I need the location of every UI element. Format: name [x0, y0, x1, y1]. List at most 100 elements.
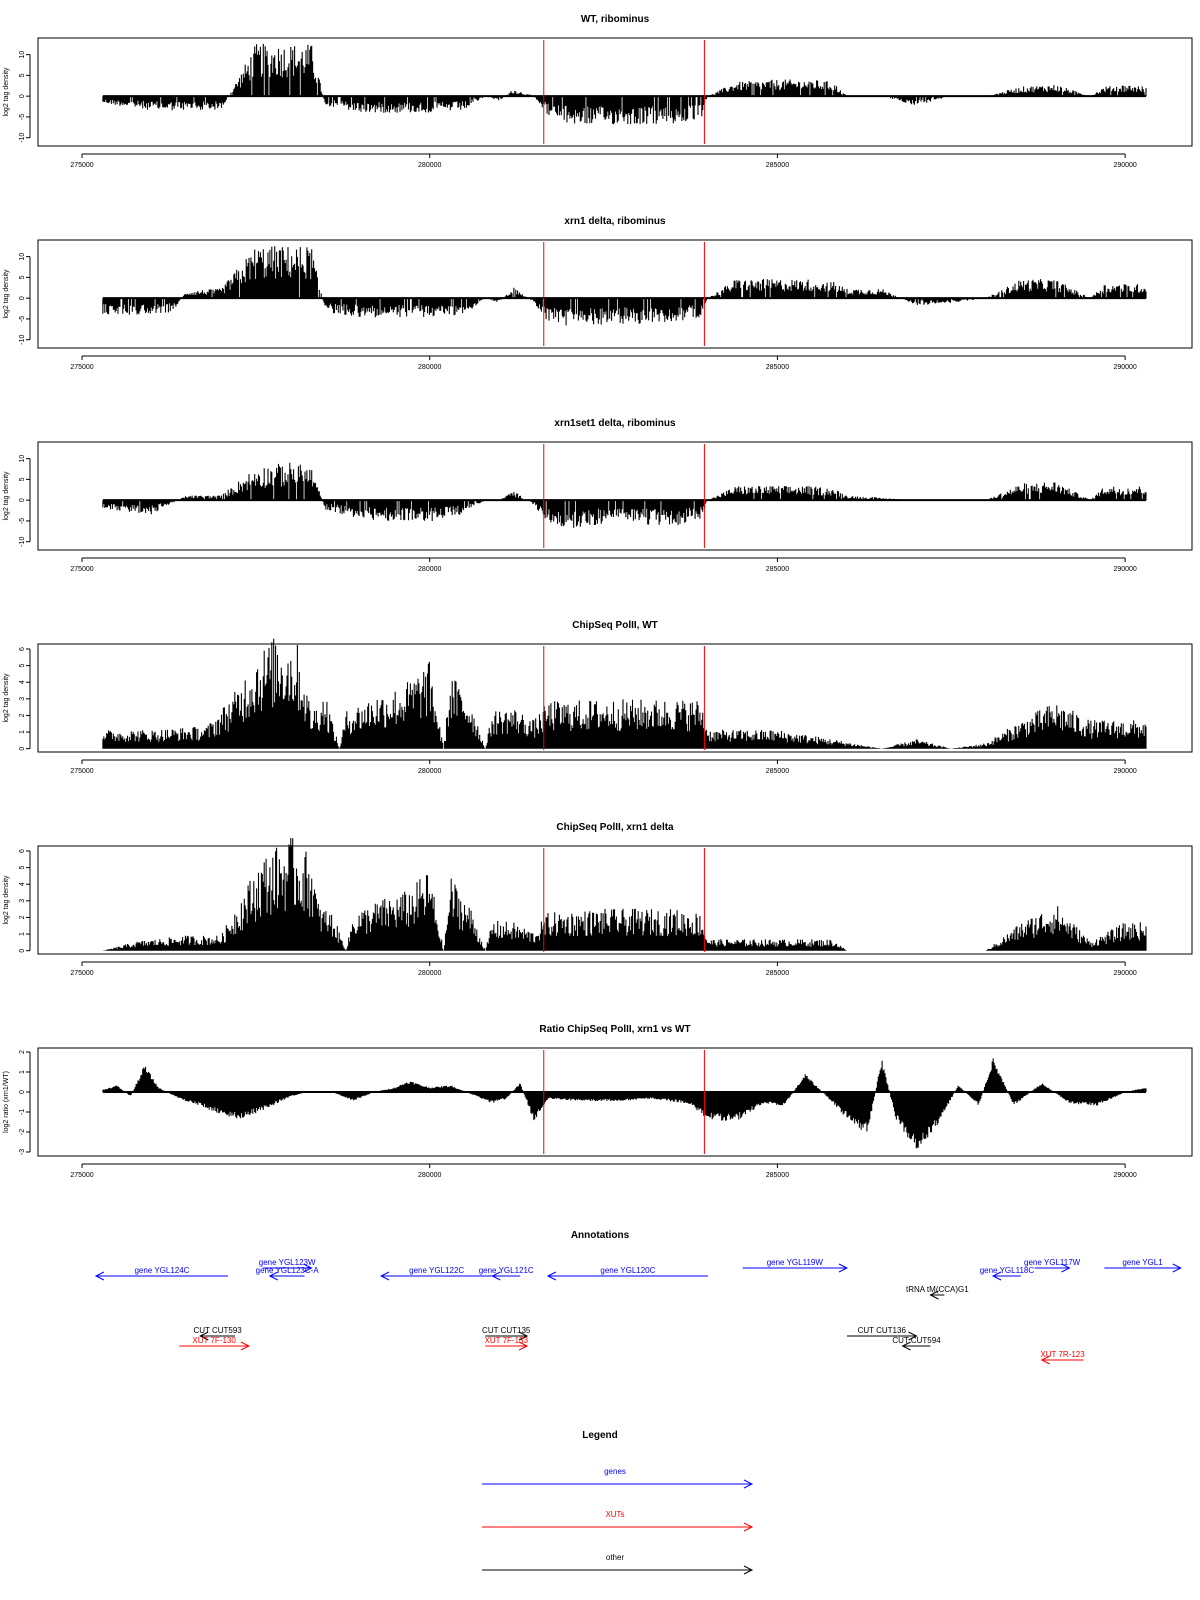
annotation-feature: gene YGL122C: [379, 1266, 493, 1281]
annotation-label: CUT CUT135: [482, 1326, 531, 1335]
annotation-feature: XUT 7F-130: [179, 1336, 251, 1351]
signal-bars: [102, 462, 1147, 528]
annotation-feature: gene YGL121C: [479, 1266, 534, 1281]
y-tick-label: 2: [19, 713, 26, 717]
arrow-head: [901, 1341, 911, 1351]
y-axis-label: log2 ratio (xrn1/WT): [3, 1071, 10, 1133]
y-axis-label: log2 tag density: [3, 673, 10, 723]
y-tick-label: 10: [19, 253, 26, 261]
x-tick-label: 285000: [766, 768, 789, 775]
plot-frame: [37, 441, 1193, 551]
y-tick-label: 0: [19, 949, 26, 953]
annotation-label: tRNA tM(CCA)G1: [906, 1285, 969, 1294]
annotation-feature: gene YGL119W: [742, 1258, 849, 1273]
y-tick-label: 2: [19, 1050, 26, 1054]
annotation-feature: CUT CUT136: [846, 1326, 918, 1341]
legend-items: genes XUTs other: [482, 1467, 754, 1575]
annotations-title: Annotations: [571, 1230, 630, 1241]
y-tick-label: 6: [19, 849, 26, 853]
annotation-label: gene YGL123W: [259, 1258, 316, 1267]
panel-title: WT, ribominus: [581, 14, 650, 25]
annotation-label: gene YGL122C: [409, 1266, 464, 1275]
annotation-label: gene YGL117W: [1024, 1258, 1081, 1267]
annotation-label: gene YGL119W: [767, 1258, 824, 1267]
arrow-head: [546, 1271, 557, 1281]
annotation-feature: gene YGL118C: [980, 1266, 1035, 1281]
x-tick-label: 290000: [1113, 970, 1136, 977]
x-tick-label: 275000: [70, 162, 93, 169]
x-tick-label: 290000: [1113, 364, 1136, 371]
arrow-head: [743, 1479, 754, 1489]
arrow-head: [1172, 1263, 1182, 1273]
x-tick-label: 290000: [1113, 162, 1136, 169]
x-tick-label: 275000: [70, 566, 93, 573]
y-axis-label: log2 tag density: [3, 269, 10, 319]
arrow-head: [1061, 1263, 1071, 1273]
y-axis-label: log2 tag density: [3, 67, 10, 117]
y-axis-label: log2 tag density: [3, 471, 10, 521]
track-panel: Ratio ChipSeq PolII, xrn1 vs WT -3 -2 -1 0 1 2…: [3, 1024, 1193, 1179]
signal-bars: [102, 638, 1147, 749]
y-axis-label: log2 tag density: [3, 875, 10, 925]
signal-bars: [103, 838, 1147, 951]
x-tick-label: 285000: [766, 970, 789, 977]
y-tick-label: 3: [19, 899, 26, 903]
x-tick-label: 275000: [70, 768, 93, 775]
y-tick-label: 4: [19, 680, 26, 684]
y-tick-label: 0: [19, 94, 26, 98]
plot-frame: [37, 643, 1193, 753]
arrow-head: [743, 1565, 754, 1575]
annotation-feature: tRNA tM(CCA)G1: [906, 1285, 969, 1300]
panel-title: ChipSeq PolII, WT: [572, 620, 658, 631]
legend-label: XUTs: [605, 1510, 624, 1519]
y-tick-label: 1: [19, 1070, 26, 1074]
y-tick-label: -10: [19, 335, 26, 345]
y-tick-label: 4: [19, 882, 26, 886]
y-tick-label: -10: [19, 133, 26, 143]
annotation-feature: gene YGL117W: [1024, 1258, 1081, 1273]
annotation-feature: XUT 7F-133: [484, 1336, 528, 1351]
plot-frame: [37, 37, 1193, 147]
track-panel: xrn1set1 delta, ribominus -10 -5 0 5 10 log2 t…: [3, 418, 1193, 573]
annotation-label: gene YGL118C: [980, 1266, 1035, 1275]
legend-title: Legend: [582, 1430, 618, 1441]
y-tick-label: -10: [19, 537, 26, 547]
y-tick-label: 0: [19, 1090, 26, 1094]
signal-bars: [102, 246, 1147, 326]
x-tick-label: 275000: [70, 970, 93, 977]
x-tick-label: 275000: [70, 364, 93, 371]
arrow-head: [743, 1522, 754, 1532]
y-tick-label: 1: [19, 730, 26, 734]
arrow-head: [518, 1331, 529, 1341]
x-tick-label: 290000: [1113, 768, 1136, 775]
plot-frame: [37, 1047, 1193, 1157]
x-tick-label: 290000: [1113, 1172, 1136, 1179]
y-tick-label: 5: [19, 664, 26, 668]
y-tick-label: 5: [19, 275, 26, 279]
panel-title: Ratio ChipSeq PolII, xrn1 vs WT: [539, 1024, 690, 1035]
annotation-feature: gene YGL1: [1104, 1258, 1182, 1273]
track-panel: ChipSeq PolII, xrn1 delta 0 1 2 3 4 5 6 log2 tag…: [3, 822, 1193, 977]
x-tick-label: 285000: [766, 364, 789, 371]
legend-label: genes: [604, 1467, 626, 1476]
arrow-head: [1040, 1355, 1050, 1365]
y-tick-label: 5: [19, 866, 26, 870]
annotation-feature: gene YGL123C-A: [256, 1266, 320, 1281]
y-tick-label: 1: [19, 932, 26, 936]
y-tick-label: 0: [19, 747, 26, 751]
legend-panel: Legend genes XUTs other: [482, 1430, 754, 1575]
x-tick-label: 285000: [766, 566, 789, 573]
arrow-head: [838, 1263, 849, 1273]
y-tick-label: 2: [19, 915, 26, 919]
y-tick-label: -5: [19, 114, 26, 120]
y-tick-label: 0: [19, 498, 26, 502]
x-tick-label: 290000: [1113, 566, 1136, 573]
track-panel: ChipSeq PolII, WT 0 1 2 3 4 5 6 log2 tag density…: [3, 620, 1193, 775]
signal-bars: [102, 1058, 1147, 1149]
annotation-label: CUT CUT594: [892, 1336, 941, 1345]
y-tick-label: -3: [19, 1149, 26, 1155]
annotation-label: gene YGL123C-A: [256, 1266, 320, 1275]
y-tick-label: -2: [19, 1129, 26, 1135]
